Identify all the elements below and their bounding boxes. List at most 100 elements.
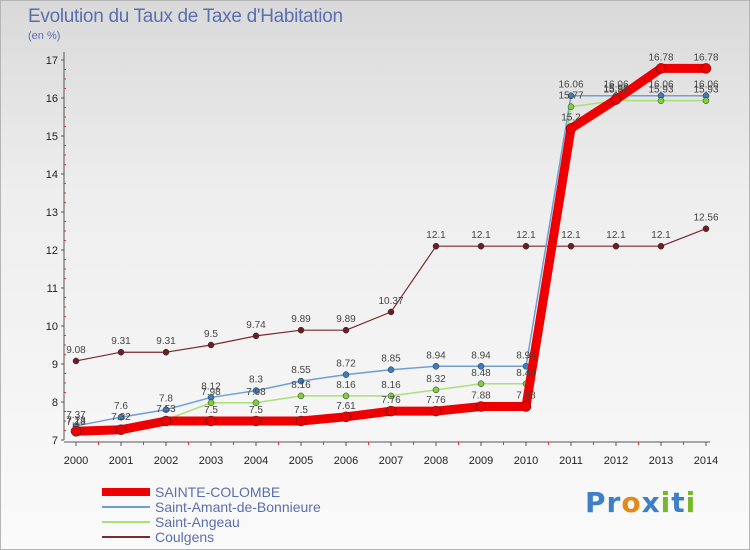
data-point [162, 348, 170, 356]
x-tick-label: 2005 [289, 455, 313, 467]
data-label: 7.6 [114, 401, 128, 412]
data-label: 7.76 [381, 395, 401, 406]
y-tick-label: 8 [52, 397, 58, 409]
series-line-1 [75, 94, 707, 427]
data-label: 10.37 [378, 296, 403, 307]
data-point [342, 326, 350, 334]
data-point [522, 242, 530, 250]
data-point [700, 63, 712, 74]
data-label: 8.48 [516, 368, 536, 379]
data-point [477, 242, 485, 250]
x-tick-label: 2007 [379, 455, 403, 467]
data-label: 7.5 [204, 405, 218, 416]
legend-label: Saint-Amant-de-Bonnieure [155, 499, 321, 515]
x-tick-label: 2001 [109, 455, 133, 467]
brand-letter: P [585, 486, 607, 519]
y-tick-label: 14 [46, 169, 58, 181]
chart-legend: SAINTE-COLOMBESaint-Amant-de-BonnieureSa… [102, 484, 321, 545]
data-label: 8.55 [291, 365, 311, 376]
data-label: 8.94 [426, 350, 446, 361]
data-point [432, 386, 440, 394]
chart-unit: (en %) [28, 30, 61, 42]
y-tick-label: 12 [46, 245, 58, 257]
data-label: 8.72 [336, 359, 356, 370]
data-label: 15.93 [693, 85, 718, 96]
data-label: 7.76 [426, 395, 446, 406]
data-point [340, 411, 352, 423]
data-point [565, 123, 577, 134]
data-point [207, 341, 215, 349]
data-label: 8.16 [336, 380, 356, 391]
data-label: 9.08 [66, 345, 86, 356]
proxiti-logo: Proxiti [585, 486, 696, 519]
data-label: 7.61 [336, 401, 356, 412]
data-label: 16.06 [558, 80, 583, 91]
brand-letter: o [621, 486, 642, 519]
data-point [117, 348, 125, 356]
data-label: 16.78 [648, 52, 673, 63]
data-label: 7.5 [294, 405, 308, 416]
data-point [657, 242, 665, 250]
x-tick-label: 2000 [64, 455, 88, 467]
data-label: 15.96 [603, 84, 628, 95]
data-point [520, 401, 532, 412]
data-point [115, 424, 127, 435]
data-point [567, 92, 575, 99]
data-label: 7.18 [66, 417, 86, 428]
y-tick-label: 17 [46, 55, 58, 67]
data-label: 7.32 [111, 412, 131, 423]
data-point [567, 103, 575, 110]
chart-data-labels: 7.23 7.5 7.5 7.5 7.61 7.76 7.76 7.88 7.88 15.2 15.… [66, 52, 719, 428]
data-label: 9.89 [336, 314, 356, 325]
data-point [250, 415, 262, 427]
data-label: 8.3 [249, 375, 263, 386]
data-point [252, 332, 260, 340]
data-point [655, 63, 667, 74]
data-point [657, 97, 665, 104]
y-tick-label: 9 [52, 359, 58, 371]
data-point [252, 399, 260, 407]
x-tick-label: 2010 [514, 455, 538, 467]
data-point [702, 97, 710, 104]
data-label: 12.1 [426, 230, 446, 241]
data-label: 8.48 [471, 368, 491, 379]
data-point [295, 415, 307, 427]
brand-letter: i [685, 486, 697, 519]
x-tick-label: 2006 [334, 455, 358, 467]
x-tick-label: 2011 [559, 455, 583, 467]
series-line-0 [71, 63, 711, 436]
data-point [610, 94, 622, 105]
data-label: 7.53 [156, 404, 176, 415]
data-point [297, 326, 305, 334]
brand-letter: r [606, 486, 622, 519]
x-tick-label: 2009 [469, 455, 493, 467]
brand-letter: x [641, 486, 661, 519]
data-label: 16.06 [648, 80, 673, 91]
x-tick-label: 2008 [424, 455, 448, 467]
data-point [70, 426, 82, 437]
y-tick-label: 7 [52, 435, 58, 447]
data-point [387, 308, 395, 316]
data-point [387, 366, 395, 373]
data-label: 15.93 [648, 85, 673, 96]
data-label: 9.31 [111, 336, 131, 347]
data-label: 8.16 [381, 380, 401, 391]
data-point [432, 242, 440, 250]
data-label: 9.89 [291, 314, 311, 325]
data-label: 12.1 [561, 230, 581, 241]
data-point [160, 415, 172, 427]
x-tick-label: 2004 [244, 455, 268, 467]
data-point [207, 399, 215, 407]
data-label: 16.06 [603, 80, 628, 91]
data-label: 9.31 [156, 336, 176, 347]
data-label: 7.98 [201, 387, 221, 398]
data-label: 8.85 [381, 354, 401, 365]
data-point [252, 387, 260, 394]
data-label: 15.93 [603, 85, 628, 96]
data-label: 16.78 [693, 52, 718, 63]
x-tick-label: 2013 [649, 455, 673, 467]
y-tick-label: 16 [46, 93, 58, 105]
x-tick-label: 2002 [154, 455, 178, 467]
data-label: 7.5 [249, 405, 263, 416]
data-label: 7.98 [246, 387, 266, 398]
